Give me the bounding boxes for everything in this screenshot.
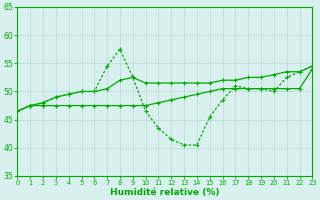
- X-axis label: Humidité relative (%): Humidité relative (%): [110, 188, 220, 197]
